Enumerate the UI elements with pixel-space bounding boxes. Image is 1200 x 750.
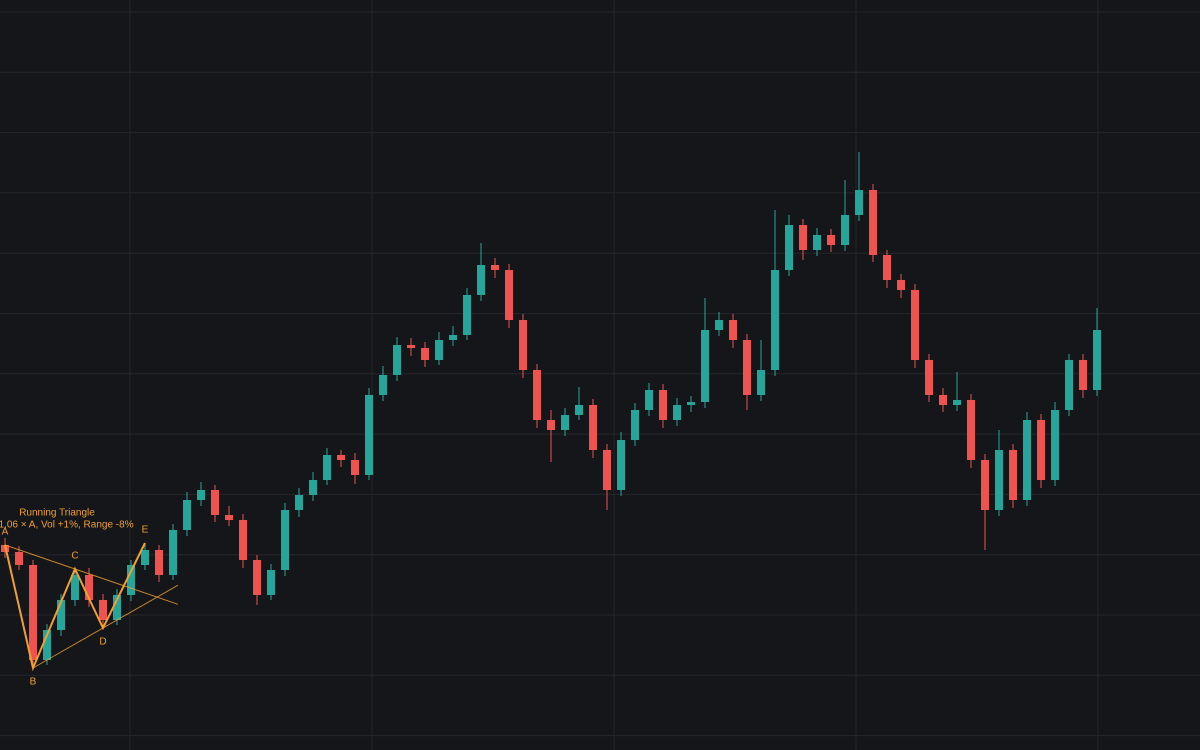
candle-body xyxy=(841,215,849,245)
pattern-point-label: C xyxy=(71,551,78,562)
candle-body xyxy=(757,370,765,395)
pattern-title: Running Triangle xyxy=(19,508,95,519)
candle-body xyxy=(393,345,401,375)
candle-body xyxy=(659,390,667,420)
candle-body xyxy=(855,190,863,215)
candle-body xyxy=(351,460,359,475)
upper-boundary xyxy=(4,544,179,605)
candle-body xyxy=(141,550,149,565)
candle-body xyxy=(967,400,975,460)
candle-body xyxy=(729,320,737,340)
candle-body xyxy=(617,440,625,490)
candle-body xyxy=(813,235,821,250)
candle-body xyxy=(939,395,947,405)
candle-body xyxy=(925,360,933,395)
candle-body xyxy=(183,500,191,530)
candle-body xyxy=(379,375,387,395)
candle-body xyxy=(127,565,135,595)
candle-body xyxy=(463,295,471,335)
candle-body xyxy=(407,345,415,348)
pattern-point-label: D xyxy=(99,637,106,648)
candle-body xyxy=(211,490,219,515)
candle-body xyxy=(603,450,611,490)
candle-body xyxy=(239,520,247,560)
candle-body xyxy=(631,410,639,440)
candle-body xyxy=(561,415,569,430)
candle-body xyxy=(365,395,373,475)
candle-body xyxy=(785,225,793,270)
pattern-description: E > 1.06 × A, Vol +1%, Range -8% xyxy=(0,520,134,531)
pattern: Running Triangle E > 1.06 × A, Vol +1%, … xyxy=(0,508,179,688)
candle-body xyxy=(85,575,93,600)
pattern-point-label: A xyxy=(2,527,9,538)
candle-body xyxy=(505,270,513,320)
candle-body xyxy=(1093,330,1101,390)
pattern-point-label: E xyxy=(142,525,149,536)
candle-body xyxy=(225,515,233,520)
pattern-zigzag xyxy=(4,542,146,672)
candle-body xyxy=(99,600,107,620)
candle-body xyxy=(645,390,653,410)
candle-body xyxy=(323,455,331,480)
candle-body xyxy=(995,450,1003,510)
candle-body xyxy=(253,560,261,595)
candle-body xyxy=(43,630,51,660)
candle-body xyxy=(113,595,121,620)
candle-body xyxy=(827,235,835,245)
candle-body xyxy=(883,255,891,280)
candle-body xyxy=(477,265,485,295)
pattern-point-label: B xyxy=(30,677,37,688)
candle-body xyxy=(281,510,289,570)
candle-body xyxy=(1079,360,1087,390)
candle-body xyxy=(981,460,989,510)
candles xyxy=(1,152,1101,668)
candle-body xyxy=(771,270,779,370)
candle-body xyxy=(421,348,429,360)
candle-body xyxy=(29,565,37,660)
candle-body xyxy=(169,530,177,575)
candle-body xyxy=(673,405,681,420)
candle-body xyxy=(491,265,499,270)
candle-body xyxy=(197,490,205,500)
candle-body xyxy=(687,402,695,405)
candle-body xyxy=(15,552,23,565)
candle-body xyxy=(911,290,919,360)
candle-body xyxy=(295,495,303,510)
candle-body xyxy=(715,320,723,330)
lower-boundary xyxy=(32,584,179,669)
candle-body xyxy=(309,480,317,495)
candle-body xyxy=(799,225,807,250)
candle-body xyxy=(897,280,905,290)
candle-body xyxy=(519,320,527,370)
candle-body xyxy=(1023,420,1031,500)
candle-body xyxy=(743,340,751,395)
candle-body xyxy=(547,420,555,430)
candle-body xyxy=(435,340,443,360)
candle-body xyxy=(337,455,345,460)
candle-body xyxy=(71,575,79,600)
candle-body xyxy=(57,600,65,630)
candle-body xyxy=(1037,420,1045,480)
candle-body xyxy=(589,405,597,450)
candle-body xyxy=(533,370,541,420)
candle-body xyxy=(1051,410,1059,480)
candle-body xyxy=(869,190,877,255)
candle-body xyxy=(267,570,275,595)
candle-body xyxy=(1009,450,1017,500)
candle-body xyxy=(155,550,163,575)
candle-body xyxy=(1065,360,1073,410)
candle-body xyxy=(575,405,583,415)
candle-body xyxy=(953,400,961,405)
candle-body xyxy=(449,335,457,340)
candle-body xyxy=(701,330,709,402)
